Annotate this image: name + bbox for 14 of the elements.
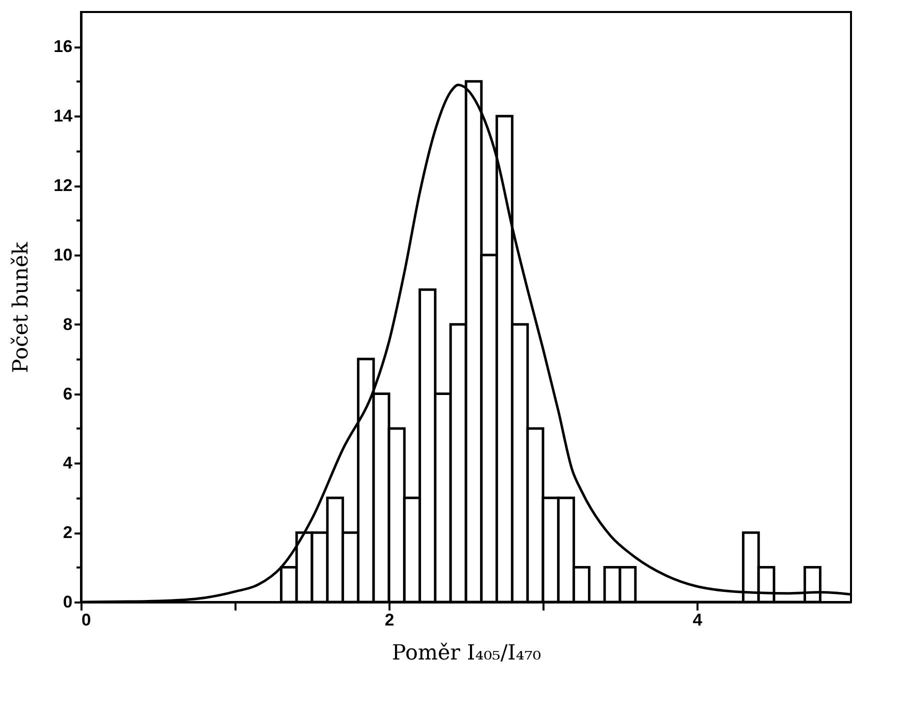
- x-tick-label: 0: [82, 610, 91, 630]
- y-tick-label: 4: [63, 454, 74, 473]
- y-tick-label: 0: [63, 592, 72, 612]
- y-tick-label: 8: [63, 314, 72, 334]
- y-tick-label: 10: [54, 245, 72, 264]
- y-tick-label: 16: [54, 37, 72, 56]
- y-tick-label: 14: [54, 106, 74, 126]
- y-tick-label: 6: [63, 384, 72, 404]
- y-tick-label: 2: [63, 523, 72, 542]
- x-axis-title: Poměr I₄₀₅/I₄₇₀: [392, 640, 542, 664]
- y-axis-title: Počet buněk: [8, 242, 33, 373]
- y-tick-label: 12: [54, 176, 72, 196]
- x-tick-label: 2: [384, 610, 394, 630]
- x-tick-label: 4: [692, 610, 703, 630]
